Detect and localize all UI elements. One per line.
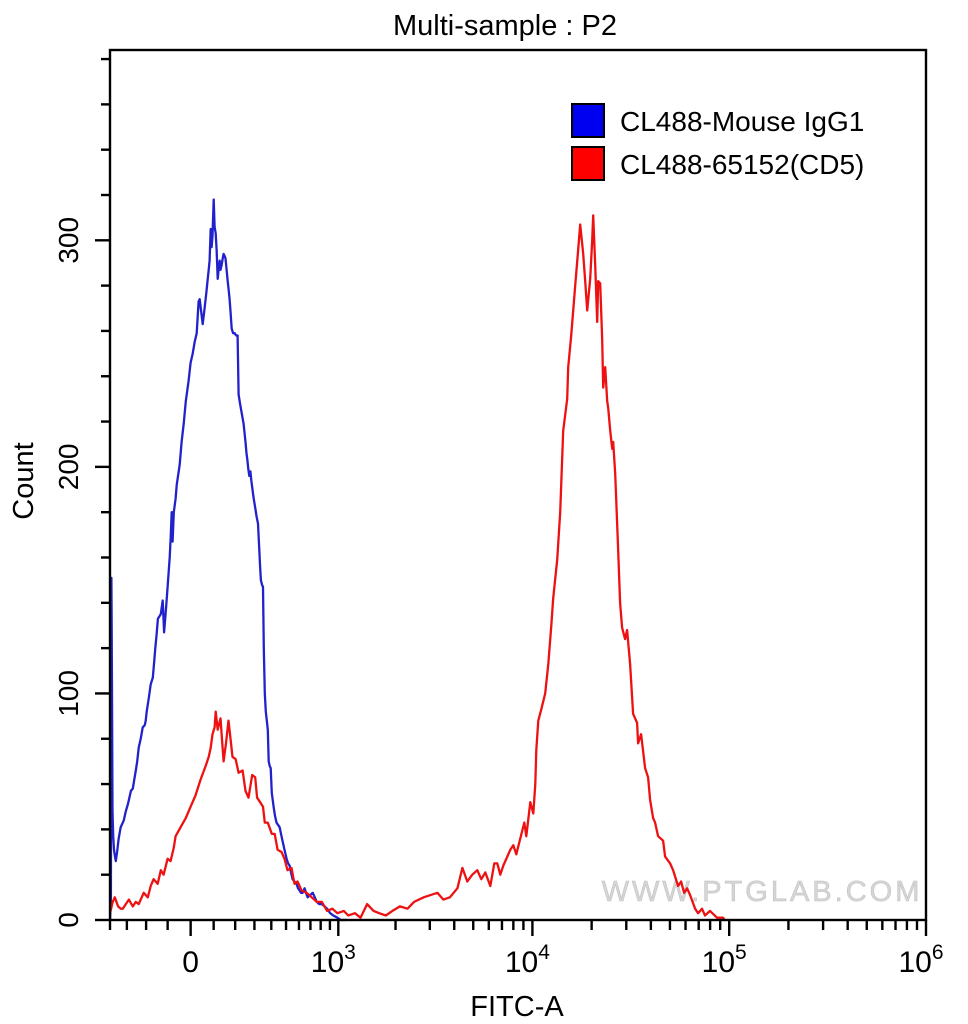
x-tick-label: 106 — [898, 941, 943, 979]
legend-label-igg1: CL488-Mouse IgG1 — [620, 106, 864, 137]
x-tick-label: 105 — [702, 941, 747, 979]
x-axis-label: FITC-A — [470, 991, 564, 1023]
x-tick-label: 103 — [311, 941, 356, 979]
histogram-curves — [110, 198, 726, 922]
legend: CL488-Mouse IgG1 CL488-65152(CD5) — [571, 103, 864, 181]
legend-swatch-igg1 — [571, 103, 605, 138]
histogram-curve-cd5 — [110, 214, 726, 922]
x-tick-label: 0 — [182, 946, 199, 979]
plot-frame — [108, 48, 928, 922]
y-tick-label: 200 — [53, 444, 84, 491]
y-axis-ticks — [95, 57, 110, 922]
legend-swatch-cd5 — [571, 146, 605, 181]
y-tick-label: 0 — [53, 912, 84, 928]
legend-label-cd5: CL488-65152(CD5) — [620, 149, 864, 180]
x-axis-tick-labels: 0 103 104 105 106 — [182, 941, 943, 979]
x-axis-ticks — [108, 920, 928, 936]
x-tick-label: 104 — [505, 941, 550, 979]
y-tick-label: 100 — [53, 670, 84, 717]
histogram-curve-igg1 — [110, 198, 348, 922]
watermark: WWW.PTGLAB.COM — [602, 876, 923, 908]
y-tick-label: 300 — [53, 217, 84, 264]
y-axis-tick-labels: 0 100 200 300 — [53, 217, 84, 928]
chart-title: Multi-sample : P2 — [393, 10, 617, 42]
y-axis-label: Count — [8, 442, 40, 519]
